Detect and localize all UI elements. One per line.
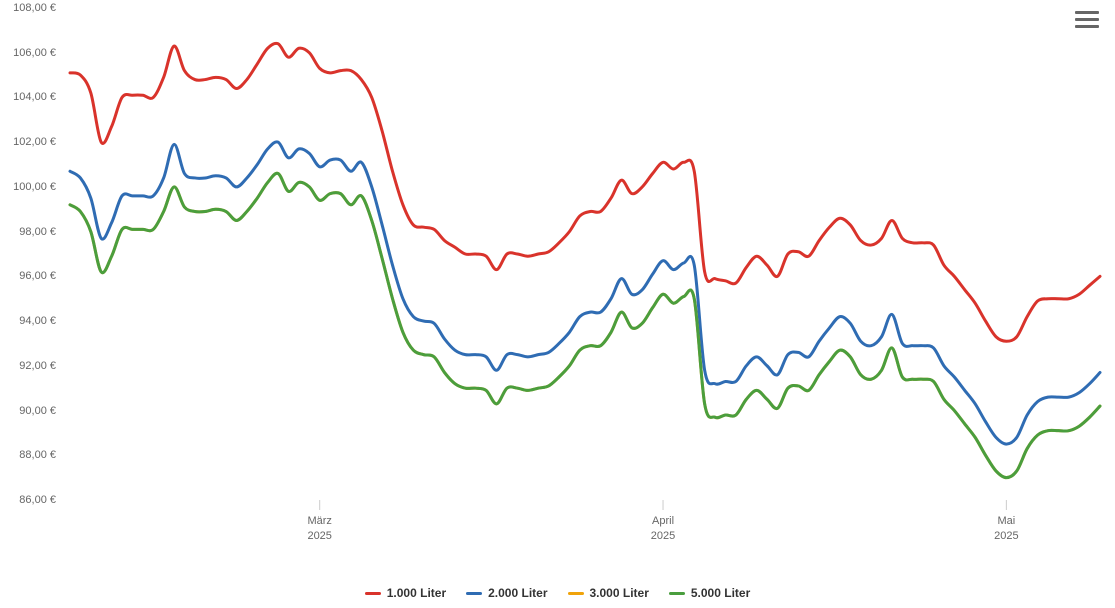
x-tick-month: März xyxy=(307,515,331,527)
legend-swatch xyxy=(669,592,685,595)
x-tick-label: April 2025 xyxy=(651,514,675,545)
legend-swatch xyxy=(568,592,584,595)
price-chart: 86,00 € 88,00 € 90,00 € 92,00 € 94,00 € 96,00… xyxy=(0,0,1115,608)
x-tick-year: 2025 xyxy=(994,530,1018,542)
legend-item[interactable]: 1.000 Liter xyxy=(365,586,446,600)
x-tick-label: Mai 2025 xyxy=(994,514,1018,545)
x-tick-year: 2025 xyxy=(651,530,675,542)
y-tick-label: 94,00 € xyxy=(0,315,56,327)
y-tick-label: 100,00 € xyxy=(0,181,56,193)
series-line xyxy=(70,173,1100,477)
legend-item[interactable]: 5.000 Liter xyxy=(669,586,750,600)
legend-item[interactable]: 2.000 Liter xyxy=(466,586,547,600)
y-tick-label: 86,00 € xyxy=(0,494,56,506)
legend-label: 3.000 Liter xyxy=(590,586,649,600)
legend-swatch xyxy=(466,592,482,595)
series-line xyxy=(70,142,1100,444)
legend-swatch xyxy=(365,592,381,595)
series-line xyxy=(70,43,1100,341)
x-tick-month: April xyxy=(652,515,674,527)
x-tick-year: 2025 xyxy=(307,530,331,542)
y-tick-label: 108,00 € xyxy=(0,2,56,14)
y-tick-label: 98,00 € xyxy=(0,226,56,238)
y-tick-label: 92,00 € xyxy=(0,360,56,372)
legend-item[interactable]: 3.000 Liter xyxy=(568,586,649,600)
x-tick-label: März 2025 xyxy=(307,514,331,545)
y-tick-label: 88,00 € xyxy=(0,449,56,461)
plot-area xyxy=(0,0,1115,608)
y-tick-label: 102,00 € xyxy=(0,136,56,148)
series-line xyxy=(70,173,1100,477)
x-tick-month: Mai xyxy=(997,515,1015,527)
legend-label: 5.000 Liter xyxy=(691,586,750,600)
legend-label: 1.000 Liter xyxy=(387,586,446,600)
y-tick-label: 106,00 € xyxy=(0,47,56,59)
legend-label: 2.000 Liter xyxy=(488,586,547,600)
y-tick-label: 96,00 € xyxy=(0,270,56,282)
legend: 1.000 Liter 2.000 Liter 3.000 Liter 5.000 L… xyxy=(0,586,1115,600)
y-tick-label: 104,00 € xyxy=(0,91,56,103)
y-tick-label: 90,00 € xyxy=(0,405,56,417)
